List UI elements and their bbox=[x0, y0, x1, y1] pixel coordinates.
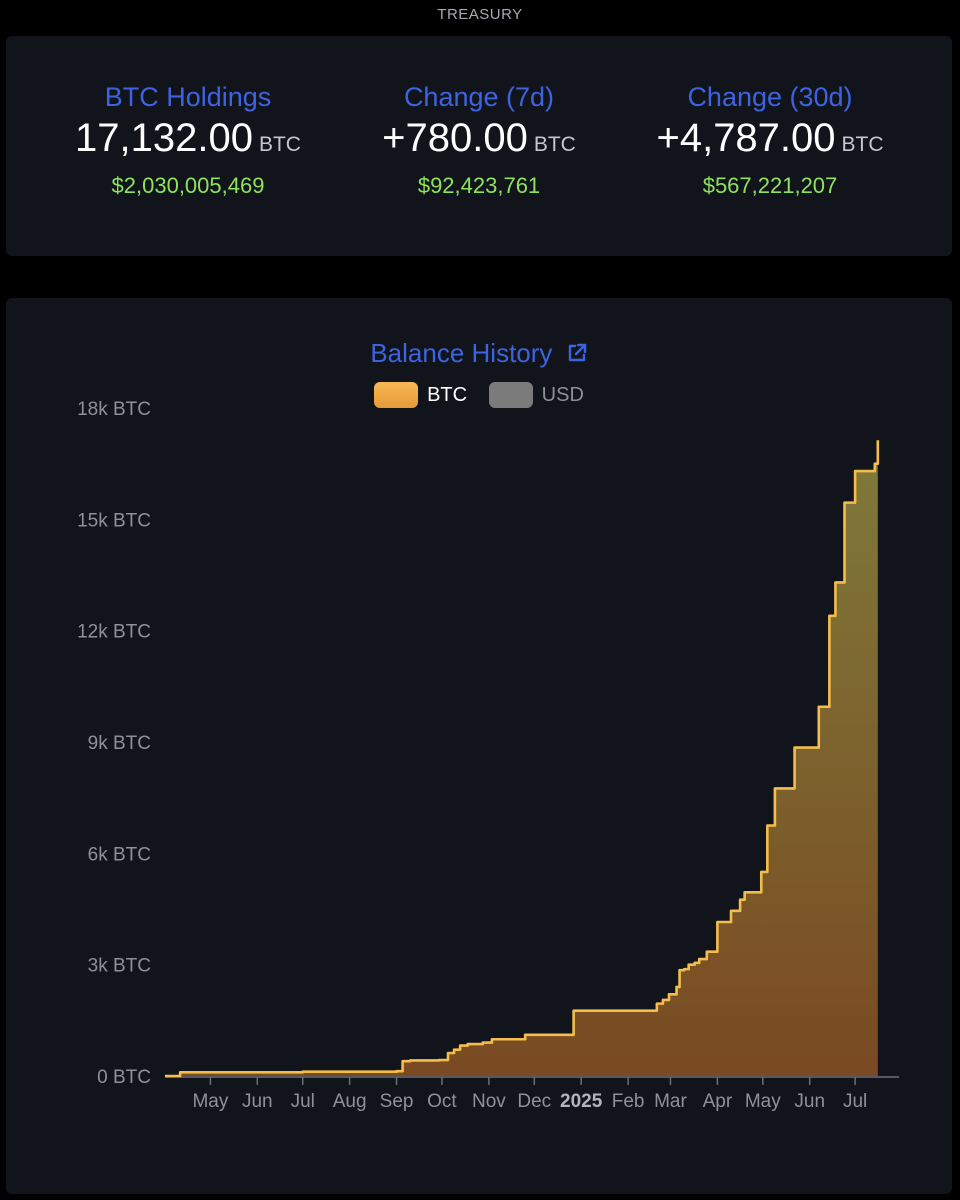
y-tick-label: 9k BTC bbox=[88, 733, 151, 754]
x-tick-label: 2025 bbox=[560, 1091, 603, 1112]
x-tick-label: May bbox=[745, 1091, 781, 1112]
y-tick-label: 3k BTC bbox=[88, 956, 151, 977]
stat-title: Change (30d) bbox=[687, 82, 853, 112]
stat-number: 17,132.00 bbox=[75, 116, 253, 160]
stat-value: 17,132.00 BTC bbox=[38, 116, 338, 169]
legend-swatch-usd[interactable] bbox=[488, 382, 533, 408]
y-tick-label: 15k BTC bbox=[77, 510, 151, 531]
y-tick-label: 18k BTC bbox=[77, 399, 151, 420]
stat-usd-value: $2,030,005,469 bbox=[111, 173, 265, 198]
x-tick-label: Feb bbox=[612, 1091, 645, 1112]
y-tick-label: 12k BTC bbox=[77, 622, 151, 643]
stat-unit: BTC bbox=[533, 133, 576, 156]
stat-change-7d: Change (7d) +780.00 BTC $92,423,761 bbox=[329, 80, 629, 201]
stat-change-30d: Change (30d) +4,787.00 BTC $567,221,207 bbox=[620, 80, 920, 201]
chart-legend: BTC USD bbox=[6, 380, 952, 417]
stat-title: BTC Holdings bbox=[104, 82, 272, 112]
x-tick-label: Oct bbox=[427, 1091, 457, 1112]
external-link-icon[interactable] bbox=[566, 342, 588, 364]
btc-area-fill bbox=[165, 440, 878, 1076]
x-tick-label: Sep bbox=[380, 1091, 414, 1112]
x-tick-label: Nov bbox=[472, 1091, 506, 1112]
stat-unit: BTC bbox=[841, 133, 884, 156]
x-tick-label: Aug bbox=[333, 1091, 367, 1112]
stat-title: Change (7d) bbox=[403, 82, 555, 112]
chart-card: Balance History BTC USD 0 BTC 3k BTC 6k BT… bbox=[6, 298, 952, 1194]
balance-history-chart: 0 BTC 3k BTC 6k BTC 9k BTC 12k BTC 15k BTC 18k… bbox=[77, 399, 899, 1112]
x-tick-label: Jun bbox=[794, 1091, 825, 1112]
stat-unit: BTC bbox=[258, 133, 301, 156]
x-tick-label: Jun bbox=[242, 1091, 273, 1112]
y-tick-label: 6k BTC bbox=[88, 844, 151, 865]
x-tick-label: May bbox=[192, 1091, 228, 1112]
stat-number: +4,787.00 bbox=[656, 116, 836, 160]
stat-btc-holdings: BTC Holdings 17,132.00 BTC $2,030,005,469 bbox=[38, 80, 338, 201]
y-tick-label: 0 BTC bbox=[97, 1067, 151, 1088]
btc-series-line bbox=[165, 440, 880, 1078]
chart-title-text[interactable]: Balance History bbox=[370, 338, 553, 368]
legend-label-usd[interactable]: USD bbox=[541, 384, 584, 406]
x-tick-label: Dec bbox=[517, 1091, 551, 1112]
chart-title[interactable]: Balance History bbox=[6, 336, 952, 370]
x-tick-label: Jul bbox=[843, 1091, 867, 1112]
legend-label-btc[interactable]: BTC bbox=[427, 384, 468, 406]
stat-usd-value: $92,423,761 bbox=[417, 173, 541, 198]
x-tick-label: Jul bbox=[291, 1091, 315, 1112]
stat-usd-value: $567,221,207 bbox=[702, 173, 838, 198]
x-tick-label: Apr bbox=[703, 1091, 733, 1112]
stat-value: +780.00 BTC bbox=[329, 116, 629, 169]
section-label: TREASURY bbox=[437, 6, 523, 23]
legend-item-usd[interactable]: USD bbox=[488, 380, 584, 410]
stat-number: +780.00 bbox=[382, 116, 528, 160]
legend-swatch-btc[interactable] bbox=[374, 382, 419, 408]
stats-card: BTC Holdings 17,132.00 BTC $2,030,005,469… bbox=[6, 36, 952, 256]
x-tick-label: Mar bbox=[654, 1091, 687, 1112]
legend-item-btc[interactable]: BTC bbox=[374, 380, 467, 410]
stat-value: +4,787.00 BTC bbox=[620, 116, 920, 169]
